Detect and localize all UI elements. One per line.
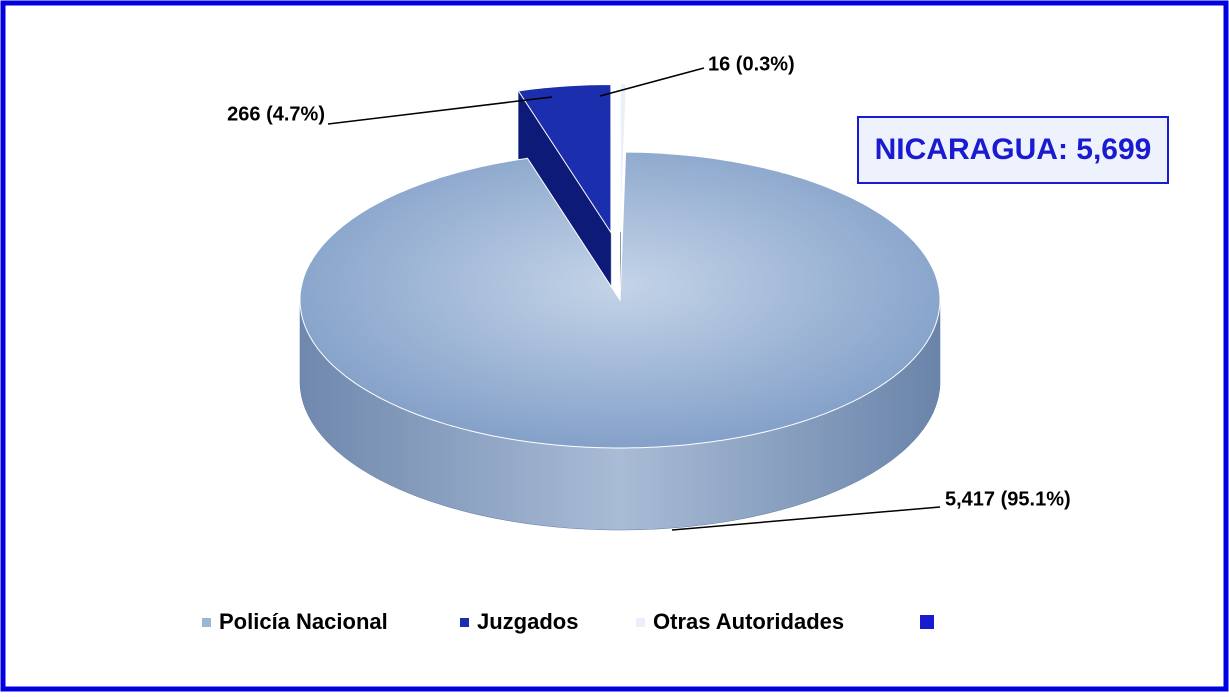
legend-marker <box>460 618 469 627</box>
data-label: 5,417 (95.1%) <box>945 488 1071 510</box>
legend-marker-extra <box>920 615 934 629</box>
slice <box>619 83 627 232</box>
annotation: NICARAGUA: 5,699 <box>875 133 1152 166</box>
leader-line <box>671 506 941 531</box>
legend-marker <box>636 618 645 627</box>
slice <box>517 83 612 235</box>
data-label: 266 (4.7%) <box>227 103 325 125</box>
legend-label: Policía Nacional <box>219 609 388 634</box>
data-label: 16 (0.3%) <box>708 53 795 75</box>
leader-line <box>599 67 705 97</box>
leader-line <box>327 96 553 125</box>
annotation-box <box>857 116 1169 184</box>
slice <box>299 151 941 449</box>
legend-marker <box>202 618 211 627</box>
pie <box>299 83 941 531</box>
legend-label: Otras Autoridades <box>653 609 844 634</box>
legend-label: Juzgados <box>477 609 578 634</box>
